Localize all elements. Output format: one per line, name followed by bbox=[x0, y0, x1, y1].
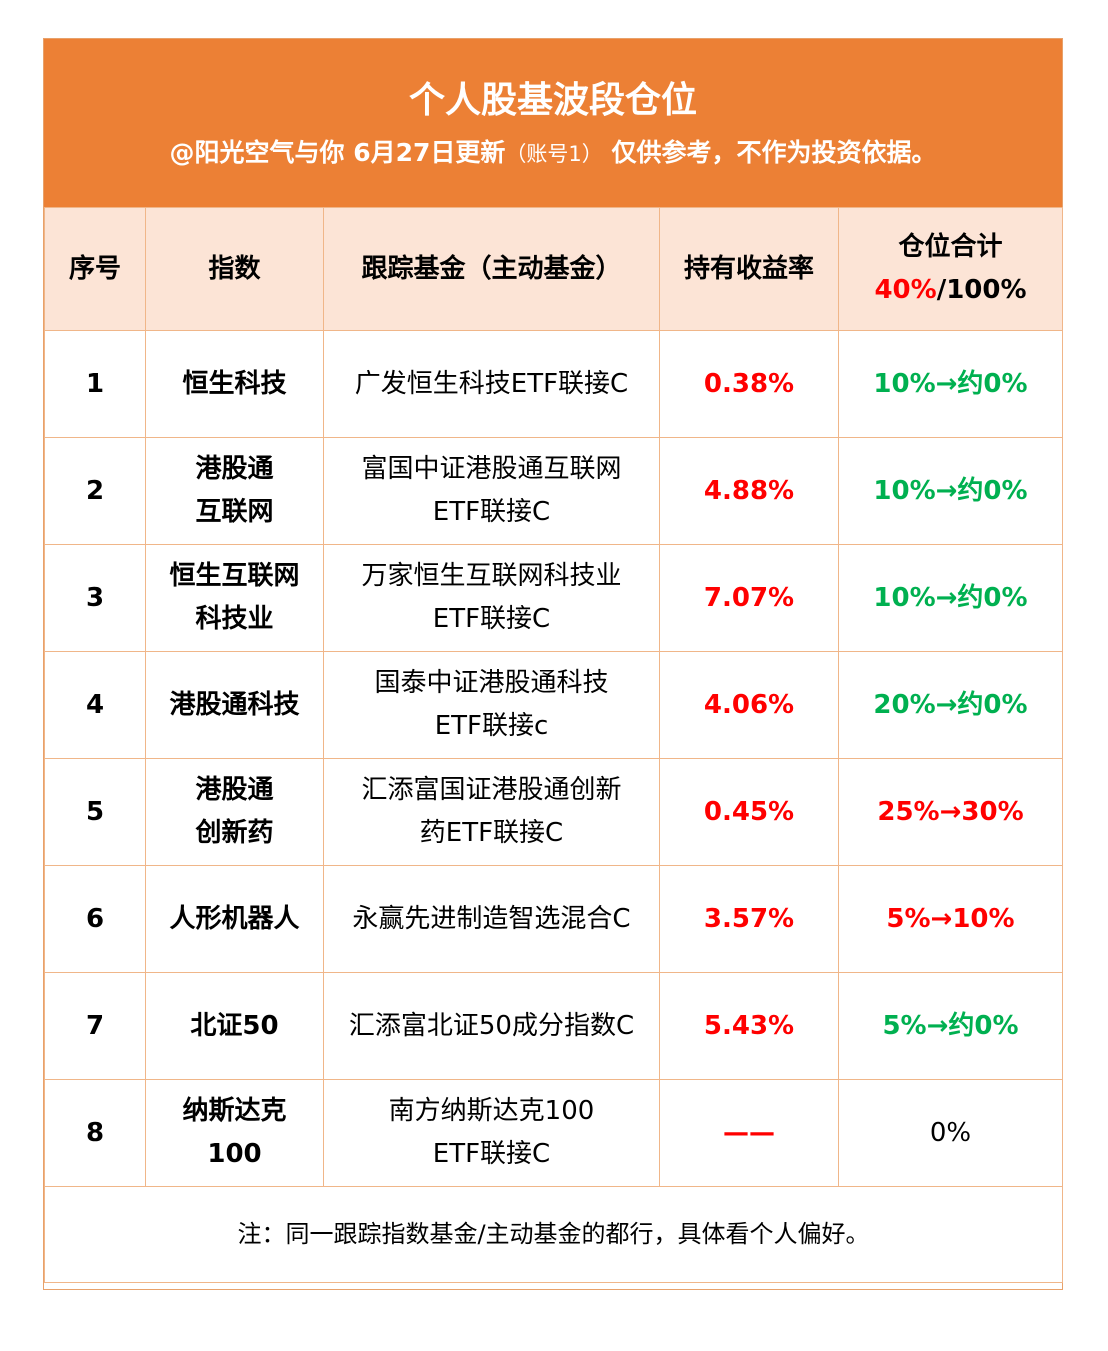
row-fund-name: 汇添富国证港股通创新 药ETF联接C bbox=[323, 758, 660, 866]
table-footnote-row: 注：同一跟踪指数基金/主动基金的都行，具体看个人偏好。 bbox=[44, 1186, 1063, 1283]
row-position: 10%→约0% bbox=[838, 330, 1063, 438]
page-title: 个人股基波段仓位 bbox=[408, 80, 697, 121]
row-fund-name: 汇添富北证50成分指数C bbox=[323, 972, 660, 1080]
position-table: 序号 指数 跟踪基金（主动基金） 持有收益率 仓位合计 40%/100% 1 恒… bbox=[44, 207, 1063, 1283]
row-return: 3.57% bbox=[659, 865, 839, 973]
position-sep: / bbox=[936, 275, 947, 305]
row-index-name: 人形机器人 bbox=[145, 865, 324, 973]
position-sheet: 个人股基波段仓位 @阳光空气与你 6月27日更新（账号1） 仅供参考，不作为投资… bbox=[43, 38, 1063, 1290]
header-indicator: 指数 bbox=[145, 207, 324, 331]
subtitle-account: （账号1） bbox=[505, 142, 603, 166]
row-return: —— bbox=[659, 1079, 839, 1187]
row-index-name: 恒生科技 bbox=[145, 330, 324, 438]
page-subtitle: @阳光空气与你 6月27日更新（账号1） 仅供参考，不作为投资依据。 bbox=[44, 135, 1062, 172]
header-index: 序号 bbox=[44, 207, 146, 331]
row-fund-name: 南方纳斯达克100 ETF联接C bbox=[323, 1079, 660, 1187]
row-index-name: 恒生互联网 科技业 bbox=[145, 544, 324, 652]
header-position: 仓位合计 40%/100% bbox=[838, 207, 1063, 331]
row-number: 7 bbox=[44, 972, 146, 1080]
row-number: 3 bbox=[44, 544, 146, 652]
row-index-name: 港股通科技 bbox=[145, 651, 324, 759]
table-row: 2 港股通 互联网 富国中证港股通互联网 ETF联接C 4.88% 10%→约0% bbox=[44, 437, 1063, 545]
row-return: 0.38% bbox=[659, 330, 839, 438]
row-fund-name: 富国中证港股通互联网 ETF联接C bbox=[323, 437, 660, 545]
row-return: 4.06% bbox=[659, 651, 839, 759]
row-position: 0% bbox=[838, 1079, 1063, 1187]
row-number: 2 bbox=[44, 437, 146, 545]
row-index-name: 北证50 bbox=[145, 972, 324, 1080]
row-position: 20%→约0% bbox=[838, 651, 1063, 759]
table-row: 3 恒生互联网 科技业 万家恒生互联网科技业 ETF联接C 7.07% 10%→约0… bbox=[44, 544, 1063, 652]
title-banner: 个人股基波段仓位 @阳光空气与你 6月27日更新（账号1） 仅供参考，不作为投资… bbox=[44, 39, 1062, 207]
position-current: 40% bbox=[874, 275, 937, 305]
row-position: 10%→约0% bbox=[838, 437, 1063, 545]
table-row: 8 纳斯达克 100 南方纳斯达克100 ETF联接C —— 0% bbox=[44, 1079, 1063, 1187]
table-row: 5 港股通 创新药 汇添富国证港股通创新 药ETF联接C 0.45% 25%→30% bbox=[44, 758, 1063, 866]
table-row: 7 北证50 汇添富北证50成分指数C 5.43% 5%→约0% bbox=[44, 972, 1063, 1080]
subtitle-author-date: @阳光空气与你 6月27日更新 bbox=[169, 138, 506, 167]
footnote: 注：同一跟踪指数基金/主动基金的都行，具体看个人偏好。 bbox=[44, 1186, 1063, 1283]
row-position: 5%→10% bbox=[838, 865, 1063, 973]
header-return: 持有收益率 bbox=[659, 207, 839, 331]
header-position-total: 40%/100% bbox=[839, 269, 1062, 312]
row-number: 5 bbox=[44, 758, 146, 866]
row-number: 4 bbox=[44, 651, 146, 759]
row-return: 5.43% bbox=[659, 972, 839, 1080]
row-return: 0.45% bbox=[659, 758, 839, 866]
row-position: 5%→约0% bbox=[838, 972, 1063, 1080]
row-fund-name: 永赢先进制造智选混合C bbox=[323, 865, 660, 973]
table-header-row: 序号 指数 跟踪基金（主动基金） 持有收益率 仓位合计 40%/100% bbox=[44, 207, 1063, 331]
row-position: 25%→30% bbox=[838, 758, 1063, 866]
position-total: 100% bbox=[946, 275, 1027, 305]
table-row: 4 港股通科技 国泰中证港股通科技 ETF联接c 4.06% 20%→约0% bbox=[44, 651, 1063, 759]
row-index-name: 港股通 创新药 bbox=[145, 758, 324, 866]
table-row: 1 恒生科技 广发恒生科技ETF联接C 0.38% 10%→约0% bbox=[44, 330, 1063, 438]
row-number: 8 bbox=[44, 1079, 146, 1187]
table-row: 6 人形机器人 永赢先进制造智选混合C 3.57% 5%→10% bbox=[44, 865, 1063, 973]
row-number: 1 bbox=[44, 330, 146, 438]
row-return: 7.07% bbox=[659, 544, 839, 652]
row-index-name: 纳斯达克 100 bbox=[145, 1079, 324, 1187]
row-index-name: 港股通 互联网 bbox=[145, 437, 324, 545]
row-return: 4.88% bbox=[659, 437, 839, 545]
row-fund-name: 万家恒生互联网科技业 ETF联接C bbox=[323, 544, 660, 652]
row-fund-name: 广发恒生科技ETF联接C bbox=[323, 330, 660, 438]
header-position-label: 仓位合计 bbox=[898, 232, 1003, 262]
row-fund-name: 国泰中证港股通科技 ETF联接c bbox=[323, 651, 660, 759]
row-position: 10%→约0% bbox=[838, 544, 1063, 652]
subtitle-disclaimer: 仅供参考，不作为投资依据。 bbox=[602, 138, 937, 167]
row-number: 6 bbox=[44, 865, 146, 973]
header-fund: 跟踪基金（主动基金） bbox=[323, 207, 660, 331]
